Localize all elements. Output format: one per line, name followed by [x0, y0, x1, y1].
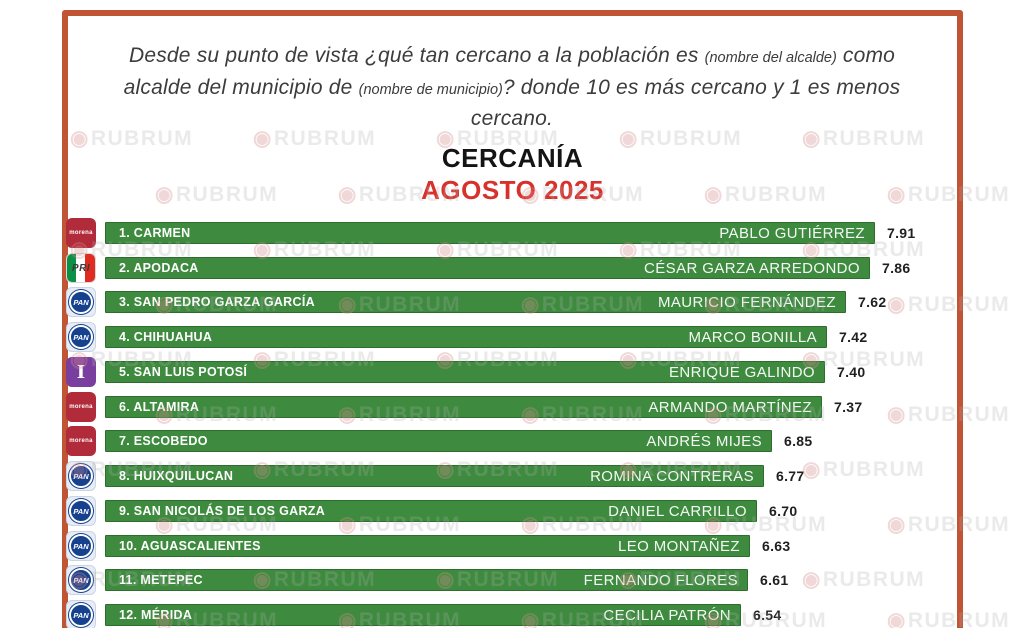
ranking-bar: 5. SAN LUIS POTOSÍ ENRIQUE GALINDO [105, 361, 825, 383]
question-placeholder-municipio: (nombre de municipio) [358, 81, 503, 98]
municipality-label: 7. ESCOBEDO [119, 434, 208, 448]
score-label: 7.37 [834, 399, 863, 415]
pan-logo-text: PAN [73, 575, 89, 585]
pan-logo-text: PAN [73, 610, 89, 620]
pan-logo-circle: PAN [69, 464, 93, 488]
pan-logo-text: PAN [73, 471, 89, 481]
ranking-bar: 9. SAN NICOLÁS DE LOS GARZA DANIEL CARRIL… [105, 500, 757, 522]
mayor-label: PABLO GUTIÉRREZ [719, 224, 865, 242]
mayor-label: MAURICIO FERNÁNDEZ [657, 293, 836, 311]
independent-logo-text: I [76, 361, 86, 383]
party-icon-pan: PAN [66, 531, 96, 561]
pan-logo-text: PAN [73, 332, 89, 342]
municipality-label: 8. HUIXQUILUCAN [119, 469, 234, 483]
score-label: 7.91 [887, 225, 916, 241]
pan-logo-circle: PAN [69, 290, 93, 314]
pri-stripe-white [76, 254, 86, 282]
morena-logo-text: morena [69, 404, 93, 410]
question-text: Desde su punto de vista ¿qué tan cercano… [128, 44, 705, 67]
ranking-bar: 8. HUIXQUILUCAN ROMINA CONTRERAS [105, 465, 764, 487]
score-label: 6.54 [753, 607, 782, 623]
party-icon-pan: PAN [66, 287, 96, 317]
score-label: 6.85 [784, 433, 813, 449]
ranking-bar: 1. CARMEN PABLO GUTIÉRREZ [105, 222, 875, 244]
party-icon-pan: PAN [66, 461, 96, 491]
ranking-bar: 6. ALTAMIRA ARMANDO MARTÍNEZ [105, 396, 822, 418]
morena-logo-text: morena [69, 438, 93, 444]
mayor-label: ANDRÉS MIJES [646, 432, 762, 450]
party-icon-morena: morena [66, 426, 96, 456]
party-icon-pan: PAN [66, 496, 96, 526]
municipality-label: 4. CHIHUAHUA [119, 330, 213, 344]
ranking-bar: 11. METEPEC FERNANDO FLORES [105, 569, 748, 591]
party-icon-pan: PAN [66, 600, 96, 628]
party-icon-pan: PAN [66, 565, 96, 595]
pan-logo-circle: PAN [69, 534, 93, 558]
party-icon-independiente: I [66, 357, 96, 387]
score-label: 6.70 [769, 503, 798, 519]
pri-stripe-green [67, 254, 77, 282]
score-label: 6.77 [776, 468, 805, 484]
party-icon-pri: PRI [66, 253, 96, 283]
ranking-bar: 2. APODACA CÉSAR GARZA ARREDONDO [105, 257, 870, 279]
mayor-label: CÉSAR GARZA ARREDONDO [644, 259, 860, 277]
party-icon-morena: morena [66, 218, 96, 248]
score-label: 7.86 [882, 260, 911, 276]
ranking-bar: 7. ESCOBEDO ANDRÉS MIJES [105, 430, 772, 452]
score-label: 7.62 [858, 294, 887, 310]
municipality-label: 10. AGUASCALIENTES [119, 539, 261, 553]
chart-subtitle: AGOSTO 2025 [421, 175, 604, 205]
pri-stripe-red [85, 254, 95, 282]
pan-logo-circle: PAN [69, 568, 93, 592]
mayor-label: ENRIQUE GALINDO [668, 363, 815, 381]
municipality-label: 2. APODACA [119, 261, 199, 275]
chart-title: CERCANÍA [441, 143, 584, 173]
municipality-label: 12. MÉRIDA [119, 608, 193, 622]
survey-question: Desde su punto de vista ¿qué tan cercano… [112, 40, 912, 135]
pan-logo-text: PAN [73, 541, 89, 551]
ranking-bar: 4. CHIHUAHUA MARCO BONILLA [105, 326, 827, 348]
question-text: como alcalde del municipio de [123, 44, 896, 99]
pan-logo-circle: PAN [69, 603, 93, 627]
mayor-label: DANIEL CARRILLO [608, 502, 747, 520]
party-icon-pan: PAN [66, 322, 96, 352]
ranking-bar: 3. SAN PEDRO GARZA GARCÍA MAURICIO FERNÁN… [105, 291, 846, 313]
score-label: 7.42 [839, 329, 868, 345]
municipality-label: 9. SAN NICOLÁS DE LOS GARZA [119, 504, 326, 518]
score-label: 7.40 [837, 364, 866, 380]
party-icon-morena: morena [66, 392, 96, 422]
municipality-label: 11. METEPEC [119, 573, 203, 587]
municipality-label: 3. SAN PEDRO GARZA GARCÍA [119, 295, 315, 309]
question-text: ? donde 10 es más cercano y 1 es menos c… [470, 75, 901, 131]
municipality-label: 6. ALTAMIRA [119, 400, 200, 414]
frame-border [62, 10, 963, 628]
pan-logo-text: PAN [73, 506, 89, 516]
mayor-label: LEO MONTAÑEZ [617, 537, 740, 555]
pri-logo-text: PRI [71, 262, 91, 274]
municipality-label: 5. SAN LUIS POTOSÍ [119, 365, 248, 379]
pan-logo-text: PAN [73, 297, 89, 307]
mayor-label: MARCO BONILLA [688, 328, 817, 346]
mayor-label: ROMINA CONTRERAS [590, 467, 754, 485]
mayor-label: CECILIA PATRÓN [603, 606, 731, 624]
morena-logo-text: morena [69, 230, 93, 236]
score-label: 6.63 [762, 538, 791, 554]
ranking-bar: 10. AGUASCALIENTES LEO MONTAÑEZ [105, 535, 750, 557]
municipality-label: 1. CARMEN [119, 226, 191, 240]
ranking-bar: 12. MÉRIDA CECILIA PATRÓN [105, 604, 741, 626]
mayor-label: FERNANDO FLORES [583, 571, 738, 589]
pan-logo-circle: PAN [69, 499, 93, 523]
mayor-label: ARMANDO MARTÍNEZ [648, 398, 812, 416]
pan-logo-circle: PAN [69, 325, 93, 349]
score-label: 6.61 [760, 572, 789, 588]
question-placeholder-alcalde: (nombre del alcalde) [704, 50, 837, 66]
